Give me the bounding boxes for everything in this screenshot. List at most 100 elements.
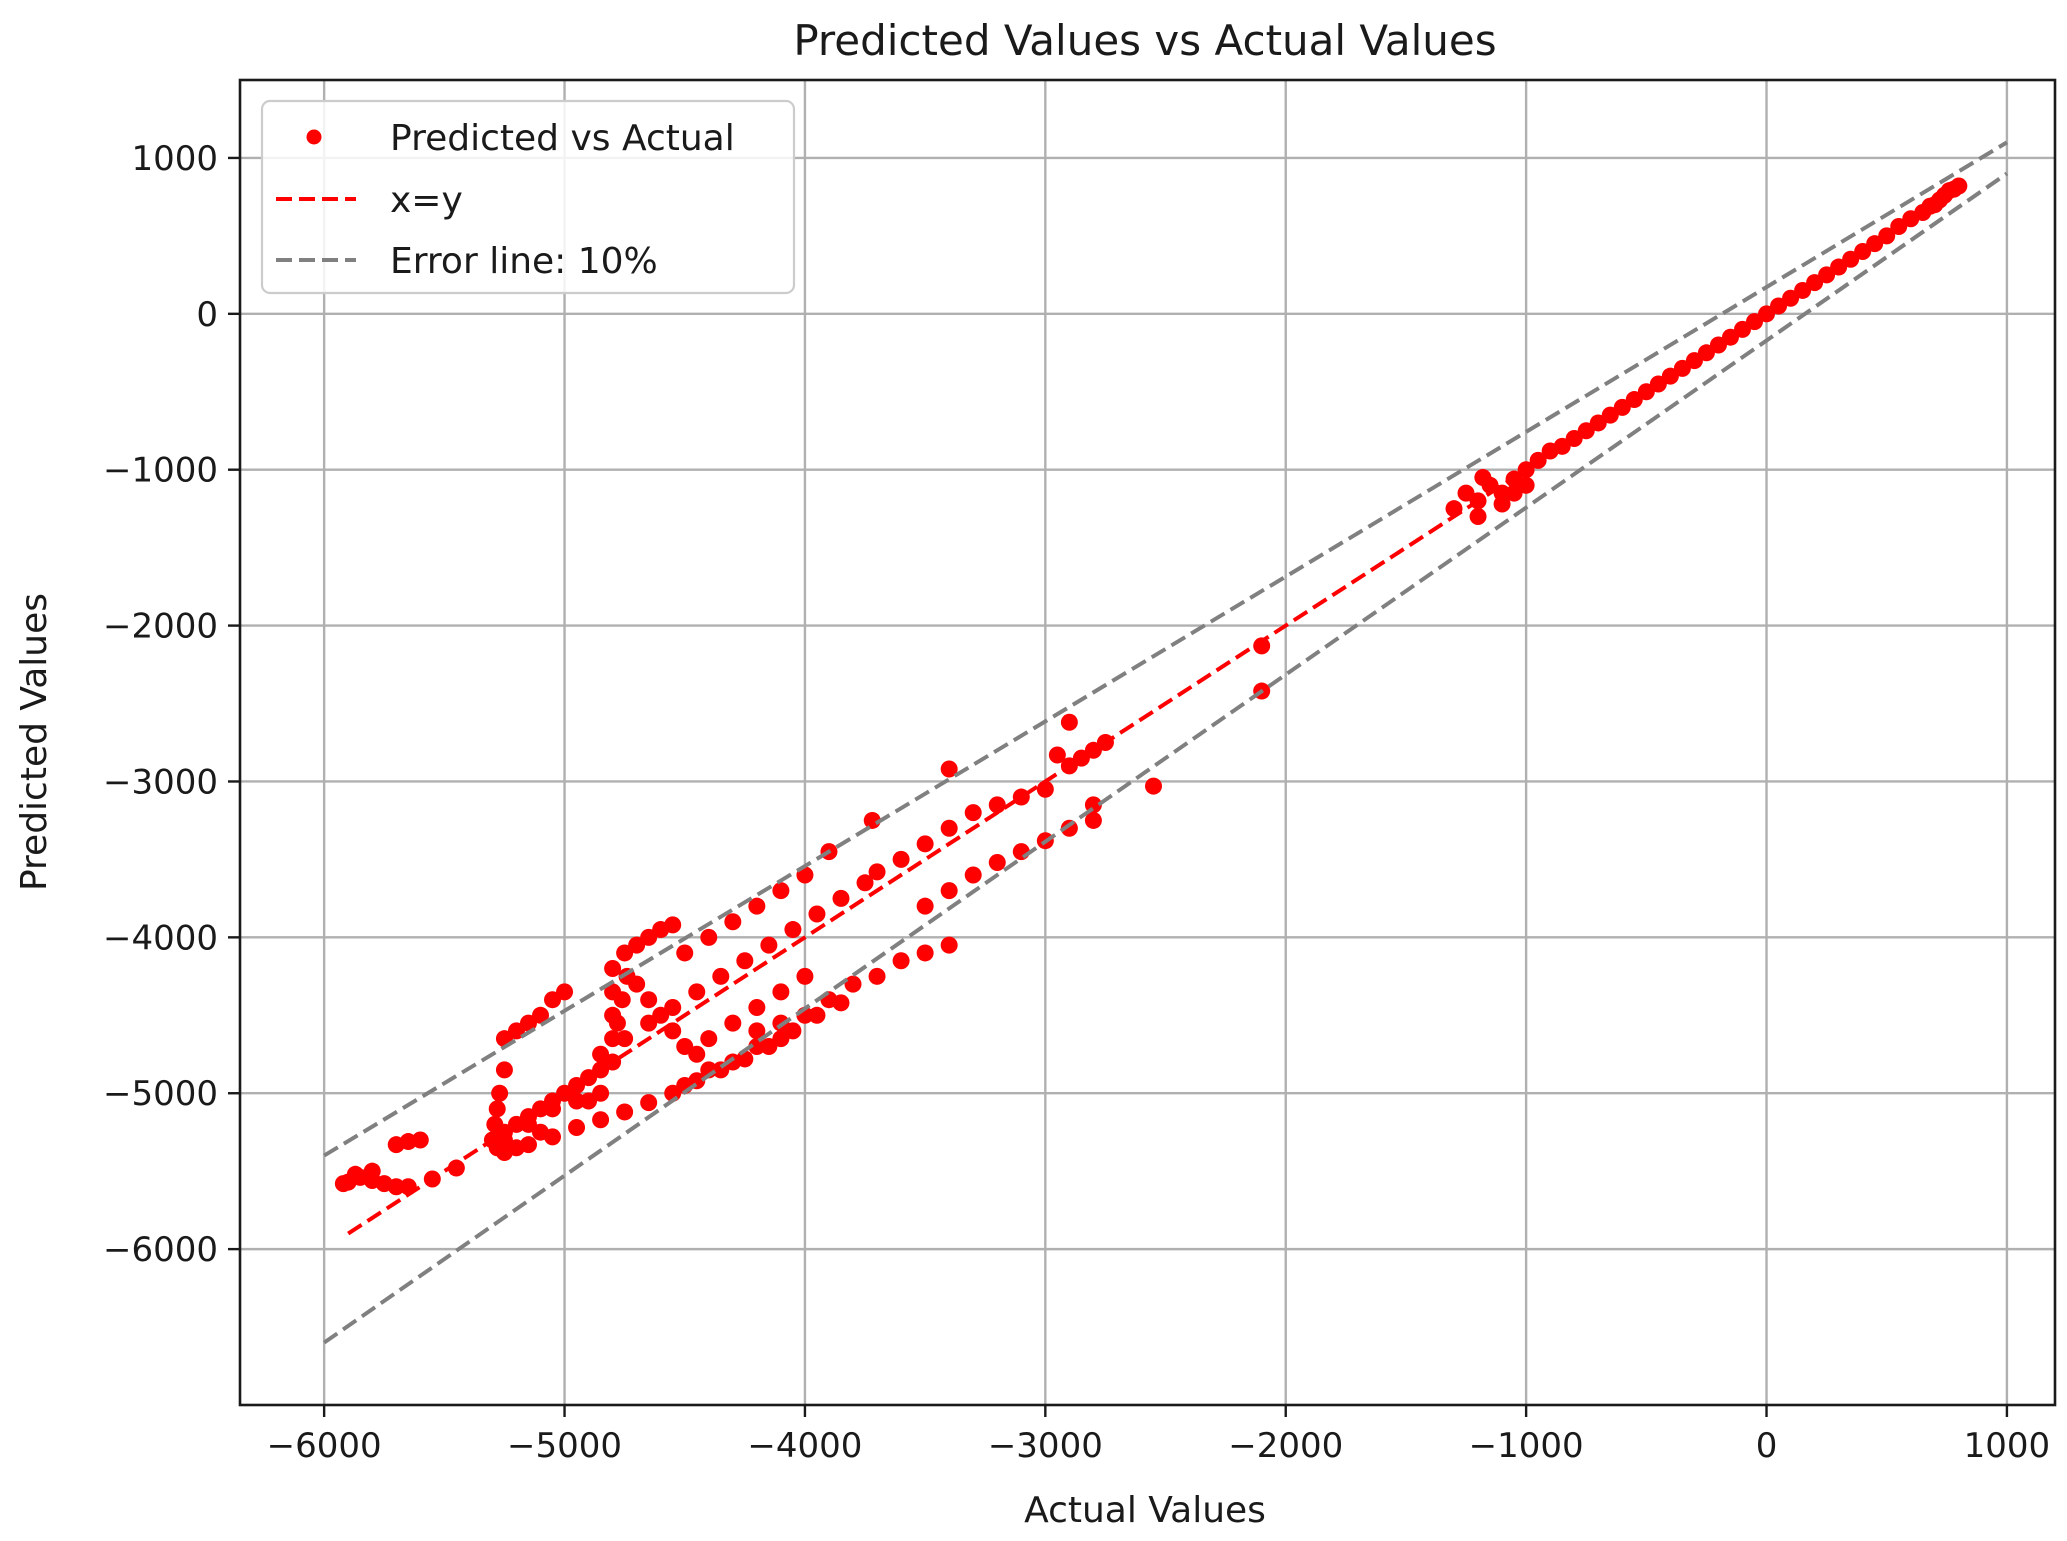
scatter-point — [640, 1094, 658, 1112]
x-tick-label: −1000 — [1469, 1426, 1584, 1466]
scatter-point — [488, 1100, 506, 1118]
y-tick-label: 0 — [196, 295, 218, 335]
scatter-point — [916, 944, 934, 962]
y-tick-label: −4000 — [103, 918, 218, 958]
scatter-point — [604, 960, 622, 978]
scatter-point — [616, 1103, 634, 1121]
plot-series — [322, 140, 2009, 1345]
x-tick-label: 1000 — [1964, 1426, 2051, 1466]
scatter-point — [592, 1045, 610, 1063]
x-tick-label: −2000 — [1228, 1426, 1343, 1466]
scatter-point — [568, 1119, 586, 1137]
identity-line — [347, 187, 1960, 1236]
scatter-point — [892, 952, 910, 970]
scatter-point — [531, 1123, 549, 1141]
scatter-point — [640, 991, 658, 1009]
scatter-point — [796, 967, 814, 985]
scatter-point — [580, 1092, 598, 1110]
scatter-point — [628, 936, 646, 954]
x-tick-label: −3000 — [988, 1426, 1103, 1466]
scatter-point — [1505, 484, 1523, 502]
scatter-point — [495, 1131, 513, 1149]
axis-ticks — [228, 156, 2009, 1417]
scatter-point — [640, 1014, 658, 1032]
scatter-point — [1474, 469, 1492, 486]
scatter-point — [724, 913, 742, 931]
scatter-point — [608, 1014, 626, 1032]
legend: Predicted vs Actual x=y Error line: 10% — [260, 99, 796, 295]
scatter-point — [808, 1006, 826, 1024]
scatter-point — [507, 1139, 525, 1157]
scatter-point — [1457, 484, 1475, 502]
scatter-point — [544, 991, 562, 1009]
scatter-point — [748, 1037, 766, 1055]
scatter-point — [1048, 746, 1066, 764]
scatter-point — [700, 1030, 718, 1048]
scatter-point — [664, 999, 682, 1016]
scatter-point — [868, 863, 886, 881]
scatter-point — [892, 850, 910, 868]
scatter-point — [863, 811, 881, 829]
scatter-point — [676, 1037, 694, 1055]
scatter-point — [363, 1162, 381, 1180]
scatter-point — [688, 1045, 706, 1063]
scatter-point — [1012, 843, 1030, 861]
scatter-point — [784, 921, 802, 939]
scatter-point — [748, 897, 766, 915]
y-tick-label: −6000 — [103, 1230, 218, 1270]
scatter-point — [868, 967, 886, 985]
scatter-point — [940, 819, 958, 837]
scatter-point — [916, 897, 934, 915]
scatter-point — [856, 874, 874, 892]
y-tick-label: −2000 — [103, 607, 218, 647]
scatter-point — [724, 1014, 742, 1032]
y-tick-label: −1000 — [103, 451, 218, 491]
legend-label-identity-line: x=y — [390, 180, 463, 221]
scatter-point — [1469, 507, 1487, 525]
scatter-point — [604, 1030, 622, 1048]
chart-title: Predicted Values vs Actual Values — [793, 16, 1496, 65]
y-tick-label: −3000 — [103, 762, 218, 802]
scatter-point — [808, 905, 826, 923]
scatter-point — [628, 975, 646, 993]
scatter-point — [1060, 713, 1078, 731]
y-axis-label: Predicted Values — [14, 593, 55, 891]
scatter-point — [940, 882, 958, 900]
scatter-point — [652, 1006, 670, 1024]
x-tick-label: −4000 — [747, 1426, 862, 1466]
scatter-point — [592, 1111, 610, 1129]
x-axis-label: Actual Values — [1024, 1490, 1266, 1531]
scatter-point — [1145, 777, 1163, 795]
scatter-point — [736, 952, 754, 970]
scatter-point — [748, 999, 766, 1016]
scatter-point — [616, 1030, 634, 1048]
legend-label-scatter: Predicted vs Actual — [390, 118, 735, 159]
scatter-point — [616, 944, 634, 962]
scatter-point — [688, 983, 706, 1001]
scatter-point — [784, 1022, 802, 1040]
scatter-point — [568, 1092, 586, 1110]
scatter-point — [916, 835, 934, 853]
x-tick-label: 0 — [1756, 1426, 1778, 1466]
error-line-lower — [322, 171, 2009, 1345]
tick-labels: −6000 −5000 −4000 −3000 −2000 −1000 0 1000 1000 0… — [103, 139, 2050, 1466]
scatter-point — [700, 928, 718, 946]
scatter-point — [964, 866, 982, 884]
scatter-point — [1084, 811, 1102, 829]
scatter-point — [760, 1037, 778, 1055]
scatter-point — [772, 882, 790, 900]
plot-frame — [238, 78, 2057, 1407]
scatter-point — [772, 983, 790, 1001]
scatter-point — [988, 796, 1006, 814]
scatter-point — [844, 975, 862, 993]
scatter-point — [592, 1084, 610, 1102]
scatter-point — [519, 1014, 537, 1032]
legend-marker-scatter — [306, 129, 322, 145]
x-tick-label: −5000 — [507, 1426, 622, 1466]
scatter-point — [556, 983, 574, 1001]
scatter-point — [1517, 476, 1535, 494]
legend-label-error-line: Error line: 10% — [390, 241, 658, 282]
scatter-point — [495, 1061, 513, 1079]
scatter-point — [640, 928, 658, 946]
